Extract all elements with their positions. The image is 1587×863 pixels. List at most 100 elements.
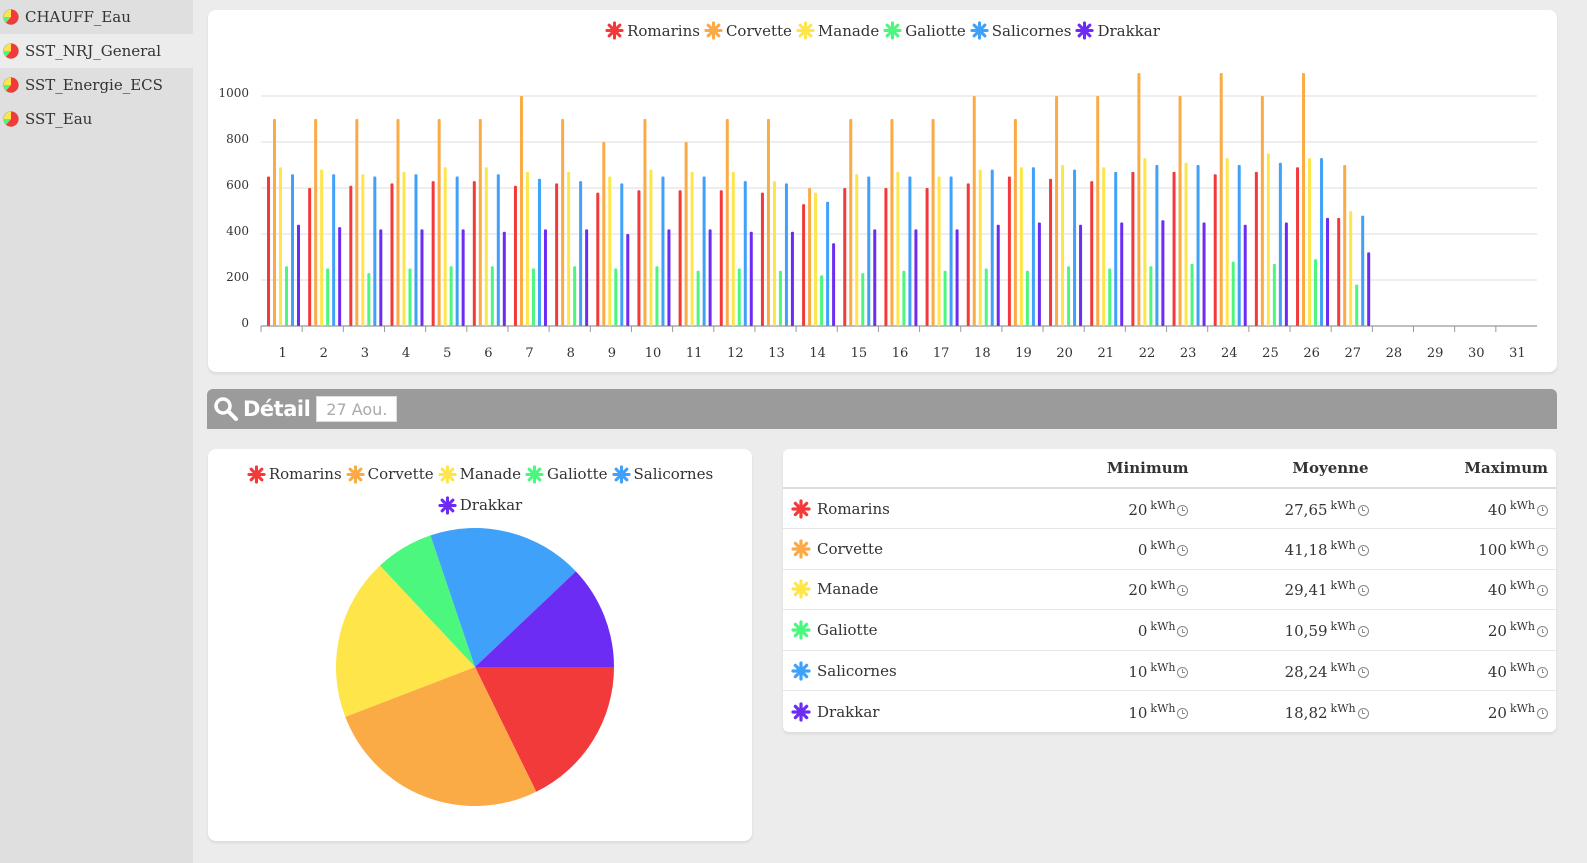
bar bbox=[519, 96, 523, 326]
clock-icon[interactable] bbox=[1177, 585, 1189, 597]
clock-icon[interactable] bbox=[1357, 544, 1369, 556]
unit-label: kWh bbox=[1509, 538, 1535, 552]
unit-label: kWh bbox=[1330, 498, 1356, 512]
table-header-row: Minimum Moyenne Maximum bbox=[783, 449, 1556, 489]
bar bbox=[1326, 217, 1330, 326]
sidebar-item[interactable]: SST_NRJ_General bbox=[0, 34, 193, 68]
legend-item[interactable]: Corvette bbox=[704, 21, 792, 40]
pie-slice bbox=[475, 571, 614, 667]
unit-label: kWh bbox=[1509, 620, 1535, 634]
row-name-cell: Salicornes bbox=[783, 649, 1022, 691]
asterisk-icon bbox=[1075, 21, 1095, 40]
pie-chart-icon bbox=[3, 111, 19, 127]
pie-slice bbox=[430, 528, 576, 667]
legend-item[interactable]: Galiotte bbox=[883, 21, 966, 40]
clock-icon[interactable] bbox=[1177, 626, 1189, 638]
bar bbox=[1284, 222, 1288, 326]
unit-label: kWh bbox=[1330, 579, 1356, 593]
clock-icon[interactable] bbox=[1537, 707, 1548, 719]
clock-icon[interactable] bbox=[1537, 544, 1548, 556]
asterisk-icon bbox=[791, 539, 811, 559]
sidebar-item[interactable]: SST_Eau bbox=[0, 102, 193, 136]
clock-icon[interactable] bbox=[1537, 504, 1548, 516]
x-tick-label: 26 bbox=[1303, 346, 1320, 361]
value: 10 bbox=[1128, 703, 1148, 722]
bar bbox=[1025, 270, 1029, 326]
bar bbox=[567, 171, 571, 326]
legend-label: Galiotte bbox=[905, 21, 966, 40]
bar bbox=[873, 229, 877, 326]
value: 28,24 bbox=[1284, 662, 1328, 681]
bar bbox=[402, 171, 406, 326]
unit-label: kWh bbox=[1330, 660, 1356, 674]
bar bbox=[443, 167, 447, 326]
x-tick-label: 3 bbox=[361, 346, 369, 361]
clock-icon[interactable] bbox=[1357, 707, 1369, 719]
x-tick-label: 1 bbox=[278, 346, 286, 361]
clock-icon[interactable] bbox=[1537, 666, 1548, 678]
legend-item[interactable]: Romarins bbox=[605, 21, 700, 40]
legend-item[interactable]: Romarins bbox=[247, 459, 342, 490]
legend-label: Galiotte bbox=[547, 465, 608, 483]
clock-icon[interactable] bbox=[1177, 504, 1189, 516]
bar bbox=[996, 224, 1000, 326]
legend-item[interactable]: Galiotte bbox=[525, 459, 608, 490]
value-cell-min: 10 kWh bbox=[1021, 690, 1197, 732]
legend-item[interactable]: Manade bbox=[438, 459, 521, 490]
x-tick-label: 11 bbox=[686, 346, 703, 361]
row-name-label: Galiotte bbox=[817, 621, 878, 640]
clock-icon[interactable] bbox=[1537, 626, 1548, 638]
bar bbox=[1355, 284, 1359, 326]
bar bbox=[1143, 158, 1147, 326]
legend-item[interactable]: Drakkar bbox=[438, 490, 522, 521]
value-cell-max: 40 kWh bbox=[1376, 568, 1556, 610]
bar bbox=[561, 119, 565, 326]
clock-icon[interactable] bbox=[1177, 666, 1189, 678]
pie-chart bbox=[336, 528, 614, 806]
value-cell-min: 0 kWh bbox=[1021, 528, 1197, 570]
bar bbox=[1237, 165, 1241, 326]
x-tick-label: 2 bbox=[320, 346, 328, 361]
legend-item[interactable]: Salicornes bbox=[611, 459, 713, 490]
bar bbox=[349, 185, 353, 326]
x-tick-label: 4 bbox=[402, 346, 410, 361]
value: 0 bbox=[1137, 540, 1148, 559]
value: 10 bbox=[1128, 662, 1148, 681]
legend-item[interactable]: Corvette bbox=[346, 459, 434, 490]
sidebar-item[interactable]: SST_Energie_ECS bbox=[0, 68, 193, 102]
row-name-cell: Corvette bbox=[783, 528, 1022, 570]
legend-item[interactable]: Drakkar bbox=[1075, 21, 1160, 40]
bar bbox=[1096, 96, 1100, 326]
value: 40 bbox=[1487, 581, 1507, 600]
detail-title: Détail bbox=[243, 397, 311, 421]
asterisk-icon bbox=[704, 21, 723, 40]
value-cell-max: 20 kWh bbox=[1376, 609, 1556, 651]
bar bbox=[966, 183, 970, 326]
clock-icon[interactable] bbox=[1357, 504, 1369, 516]
bar bbox=[455, 176, 459, 326]
bar bbox=[396, 119, 400, 326]
value-cell-avg: 18,82 kWh bbox=[1196, 690, 1377, 732]
legend-item[interactable]: Salicornes bbox=[970, 21, 1071, 40]
bar bbox=[1219, 73, 1223, 326]
clock-icon[interactable] bbox=[1177, 544, 1189, 556]
clock-icon[interactable] bbox=[1177, 707, 1189, 719]
date-picker[interactable]: 27 Aou. bbox=[316, 396, 398, 422]
bar bbox=[1049, 178, 1053, 326]
bar bbox=[373, 176, 377, 326]
legend-item[interactable]: Manade bbox=[796, 21, 879, 40]
clock-icon[interactable] bbox=[1537, 585, 1548, 597]
clock-icon[interactable] bbox=[1357, 626, 1369, 638]
clock-icon[interactable] bbox=[1357, 585, 1369, 597]
bar bbox=[537, 178, 541, 326]
x-tick-label: 28 bbox=[1386, 346, 1403, 361]
bar bbox=[1349, 211, 1353, 326]
value-cell-min: 0 kWh bbox=[1021, 609, 1197, 651]
bar bbox=[1161, 220, 1165, 326]
pie-chart-legend: Romarins Corvette Manade Galiotte Salicornes… bbox=[238, 459, 722, 521]
sidebar-item[interactable]: CHAUFF_Eau bbox=[0, 0, 193, 34]
legend-label: Corvette bbox=[725, 21, 792, 40]
table-row: Corvette 0 kWh 41,18 kWh 100 kWh bbox=[783, 528, 1556, 570]
clock-icon[interactable] bbox=[1357, 666, 1369, 678]
bar bbox=[626, 234, 630, 326]
